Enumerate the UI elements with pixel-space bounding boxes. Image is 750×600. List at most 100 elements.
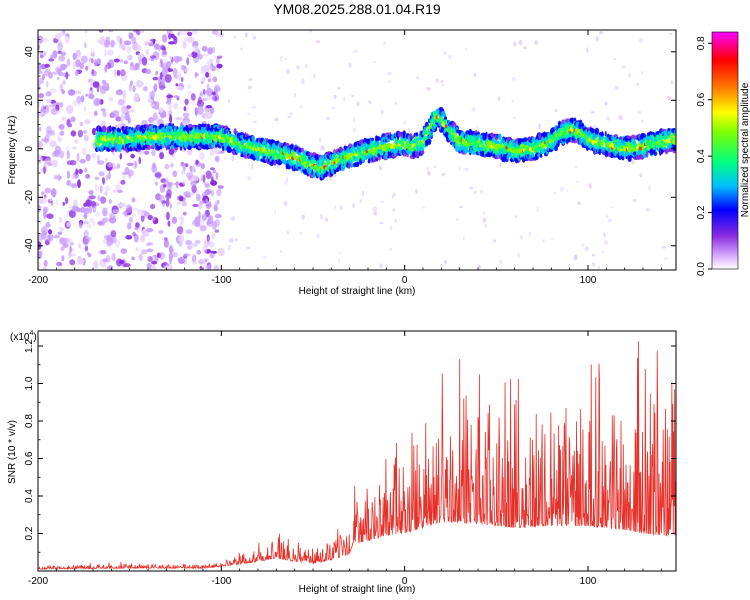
spectrogram-peak-cell: [638, 146, 643, 151]
spectrogram-noise-blob: [158, 107, 164, 113]
spectrogram-noise-blob: [498, 259, 504, 265]
spectrogram-noise-blob: [41, 73, 46, 81]
spectrogram-noise-blob: [64, 64, 68, 70]
spectrogram-noise-blob: [70, 242, 75, 246]
spectrogram-ridge-cell: [530, 153, 535, 158]
snr-ytick-label: 0.6: [24, 451, 35, 465]
snr-ytick-label: 0.4: [24, 489, 35, 503]
spectrogram-ridge-cell: [308, 152, 314, 156]
spectrogram-noise-blob: [228, 98, 231, 104]
spectrogram-noise-blob: [183, 67, 190, 73]
spectrogram-noise-blob: [169, 203, 172, 209]
spectrogram-noise-blob: [550, 237, 554, 240]
spectrogram-noise-blob: [144, 150, 150, 155]
spectrogram-ridge-cell: [208, 135, 211, 140]
spectrogram-noise-blob: [122, 175, 126, 179]
spectrogram-noise-blob: [380, 200, 384, 203]
spectrogram-noise-blob: [38, 93, 45, 99]
spectrogram-noise-blob: [315, 40, 321, 44]
spectrogram-ridge-cell: [403, 137, 408, 142]
spectrogram-noise-blob: [458, 166, 461, 171]
spectrogram-noise-blob: [38, 84, 41, 91]
spectrogram-noise-blob: [641, 120, 644, 123]
spectrogram-noise-blob: [66, 105, 74, 114]
spectrogram-noise-blob: [299, 231, 303, 235]
spectrogram-noise-blob: [85, 65, 89, 71]
spectrogram-noise-blob: [44, 63, 50, 68]
spectrogram-noise-blob: [176, 86, 184, 91]
spectrogram-noise-blob: [99, 185, 103, 194]
spectrogram-noise-blob: [69, 182, 78, 188]
spectrogram-noise-blob: [108, 212, 115, 218]
spectrogram-noise-blob: [205, 170, 212, 180]
spectrogram-noise-blob: [60, 30, 64, 38]
spectrogram-noise-blob: [90, 47, 95, 56]
spectrogram-noise-blob: [202, 244, 208, 254]
spectrogram-noise-blob: [52, 50, 58, 59]
spectrogram-noise-blob: [204, 259, 208, 263]
spectrogram-noise-blob: [143, 211, 150, 217]
snr-scale-prefix: (x10: [10, 332, 30, 343]
spectrogram-noise-blob: [112, 209, 119, 214]
spectrogram-noise-blob: [153, 83, 158, 93]
spectrogram-noise-blob: [205, 71, 210, 78]
spectrogram-noise-blob: [586, 183, 589, 188]
spectrogram-noise-blob: [584, 246, 589, 251]
spectrogram-marks: [38, 30, 676, 270]
spectrogram-noise-blob: [639, 173, 643, 178]
spectrogram-noise-blob: [497, 96, 501, 102]
spectrogram-noise-blob: [137, 81, 144, 87]
spectrogram-noise-blob: [84, 167, 87, 173]
spectrogram-noise-blob: [469, 186, 474, 190]
spectrogram-noise-blob: [591, 262, 596, 267]
spectrogram-noise-blob: [96, 58, 101, 65]
spectrogram-noise-blob: [61, 116, 66, 122]
spectrogram-noise-blob: [96, 86, 100, 93]
spectrogram-noise-blob: [534, 39, 538, 46]
spectrogram-noise-blob: [209, 252, 215, 259]
spectrogram-noise-blob: [514, 215, 518, 218]
spectrogram-noise-blob: [538, 123, 541, 130]
snr-ytick-label: 0.2: [24, 526, 35, 540]
spectrogram-noise-blob: [213, 204, 218, 212]
spectrogram-noise-blob: [648, 185, 651, 191]
spectrogram-noise-blob: [246, 246, 251, 250]
colorbar-tick-label: 0.0: [696, 262, 707, 276]
spectrogram-noise-blob: [209, 59, 214, 63]
spectrogram-noise-blob: [331, 106, 335, 110]
spectrogram-ridge-cell: [222, 134, 226, 138]
spectrogram-noise-blob: [108, 199, 113, 204]
spectrogram-noise-blob: [154, 172, 162, 178]
spectrogram-ridge-cell: [305, 151, 311, 157]
spectrogram-ytick-label: 40: [24, 46, 35, 58]
spectrogram-noise-blob: [379, 221, 384, 225]
spectrogram-noise-blob: [78, 222, 83, 229]
spectrogram-noise-blob: [66, 150, 70, 159]
spectrogram-noise-blob: [66, 179, 71, 186]
spectrogram-noise-blob: [203, 88, 206, 95]
spectrogram-noise-blob: [183, 106, 187, 112]
spectrogram-noise-blob: [180, 77, 184, 82]
spectrogram-noise-blob: [163, 213, 167, 218]
spectrogram-noise-blob: [214, 213, 222, 219]
spectrogram-noise-blob: [172, 251, 178, 258]
spectrogram-noise-blob: [152, 76, 159, 81]
spectrogram-noise-blob: [287, 115, 291, 119]
spectrogram-noise-blob: [670, 80, 674, 85]
spectrogram-ridge-cell: [604, 131, 607, 137]
colorbar-ticks: 0.0 0.2 0.4 0.6 0.8: [696, 36, 712, 276]
spectrogram-noise-blob: [199, 92, 203, 96]
spectrogram-noise-blob: [227, 244, 231, 251]
spectrogram-noise-blob: [52, 151, 56, 158]
spectrogram-noise-blob: [140, 212, 145, 217]
spectrogram-frame: [37, 29, 677, 271]
spectrogram-noise-blob: [57, 42, 63, 52]
spectrogram-noise-blob: [46, 98, 52, 104]
spectrogram-noise-blob: [324, 217, 329, 223]
spectrogram-noise-blob: [415, 188, 418, 194]
spectrogram-noise-blob: [182, 112, 190, 118]
spectrogram-noise-blob: [426, 167, 429, 171]
spectrogram-noise-blob: [68, 89, 76, 96]
spectrogram-noise-blob: [105, 206, 109, 212]
spectrogram-noise-blob: [77, 179, 81, 189]
